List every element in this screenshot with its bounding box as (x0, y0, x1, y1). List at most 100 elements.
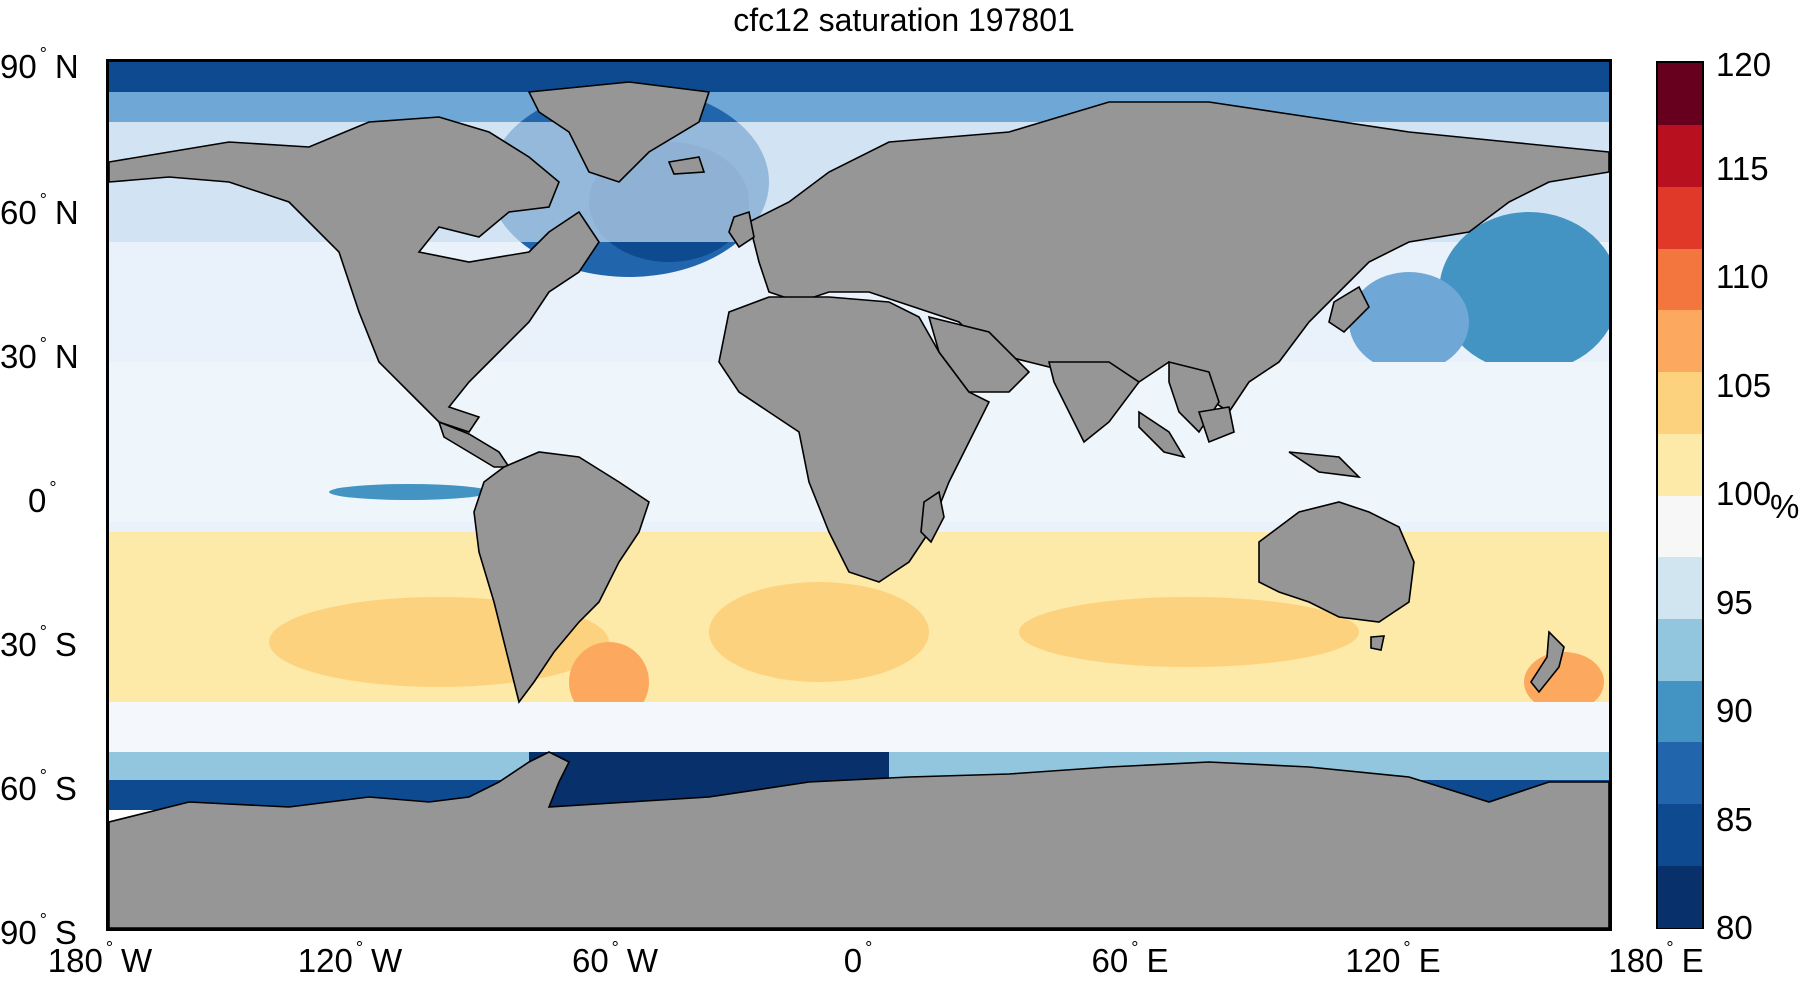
arctic-core (109, 62, 1609, 92)
colorbar-band (1658, 556, 1702, 620)
arabian-peninsula (927, 315, 1031, 393)
japan-sea-low (1349, 272, 1469, 372)
british-isles (728, 210, 755, 249)
colorbar-band (1658, 371, 1702, 434)
degree-symbol: ° (39, 44, 47, 64)
hemisphere-letter: W (626, 942, 659, 979)
colorbar-band (1658, 124, 1702, 188)
hemisphere-letter: W (371, 942, 403, 979)
latitude-value: 30 (0, 626, 37, 663)
longitude-value: 180 (1608, 942, 1664, 979)
hemisphere-letter: S (54, 914, 77, 951)
latitude-value: 0 (28, 482, 47, 519)
land-masses (109, 81, 1609, 928)
longitude-value: 120 (297, 942, 353, 979)
hemisphere-letter: S (54, 770, 77, 807)
colorbar-tick-label: 110 (1716, 258, 1769, 295)
degree-symbol: ° (611, 938, 619, 958)
colorbar-tick-label: 80 (1716, 909, 1753, 946)
tasmania (1370, 635, 1386, 651)
colorbar-tick-label: 90 (1716, 692, 1753, 729)
longitude-label: 60 ° W (571, 938, 659, 980)
colorbar-band (1658, 741, 1702, 805)
colorbar-band (1658, 433, 1702, 496)
hemisphere-letter: N (54, 48, 79, 85)
degree-symbol: ° (39, 622, 47, 642)
latitude-label: 60 ° N (0, 190, 79, 232)
degree-symbol: ° (39, 334, 47, 354)
longitude-value: 180 (47, 942, 103, 979)
hemisphere-letter: N (54, 194, 79, 231)
latitude-label: 90 ° S (0, 910, 77, 952)
hemisphere-letter: W (121, 942, 153, 979)
colorbar-tick-label: 95 (1716, 583, 1753, 621)
colorbar-band (1658, 680, 1702, 743)
colorbar-band (1658, 63, 1702, 126)
colorbar-band (1658, 865, 1702, 928)
hemisphere-letter: E (1146, 942, 1169, 979)
map-plot-area (106, 59, 1612, 931)
colorbar-band (1658, 618, 1702, 681)
colorbar-band (1658, 803, 1702, 866)
colorbar-tick-label: 115 (1716, 149, 1769, 187)
madagascar (920, 490, 945, 544)
longitude-label: 120 ° W (297, 938, 403, 980)
longitude-label: 60 ° E (1091, 938, 1169, 980)
longitude-value: 60 (571, 942, 609, 979)
degree-symbol: ° (355, 938, 364, 958)
longitude-value: 120 (1345, 942, 1401, 979)
colorbar (1656, 61, 1704, 929)
degree-symbol: ° (1666, 938, 1674, 958)
colorbar-tick-label: 85 (1716, 800, 1753, 838)
sumatra (1138, 410, 1186, 459)
colorbar-unit: % (1770, 488, 1800, 525)
degree-symbol: ° (1403, 938, 1411, 958)
map-title: cfc12 saturation 197801 (733, 2, 1075, 38)
world-map-svg (109, 62, 1609, 928)
colorbar-band (1658, 248, 1702, 311)
greenland (527, 81, 711, 183)
hemisphere-letter: E (1418, 942, 1441, 979)
north-america (109, 116, 600, 433)
latitude-label: 60 ° S (0, 766, 77, 808)
australia (1258, 501, 1415, 623)
hemisphere-letter: N (54, 338, 79, 375)
degree-symbol: ° (105, 938, 114, 958)
colorbar-band (1658, 186, 1702, 249)
latitude-value: 60 (0, 194, 37, 231)
borneo (1197, 406, 1235, 444)
iceland (667, 156, 706, 175)
colorbar-band (1658, 495, 1702, 558)
south-atlantic-high (709, 582, 929, 682)
latitude-label: 30 ° S (0, 622, 77, 664)
indian-subcontinent (1047, 361, 1141, 444)
colorbar-tick-label: 105 (1716, 366, 1772, 404)
hemisphere-letter: S (54, 626, 77, 663)
equatorial-pacific-low (329, 484, 489, 500)
central-america (437, 420, 511, 468)
hemisphere-letter: E (1681, 942, 1704, 979)
colorbar-band (1658, 309, 1702, 373)
colorbar-tick-label: 100 (1716, 475, 1772, 512)
south-indian-high (1019, 597, 1359, 667)
southern-ocean-band (109, 702, 1609, 757)
longitude-value: 0 (843, 942, 863, 979)
antarctica (109, 751, 1609, 928)
new-zealand (1530, 630, 1565, 694)
longitude-label: 180 ° E (1608, 938, 1704, 980)
latitude-label: 0 ° (28, 478, 65, 520)
northwest-pacific-low (1439, 212, 1609, 372)
latitude-label: 90 ° N (0, 44, 79, 86)
degree-symbol: ° (1131, 938, 1139, 958)
latitude-value: 60 (0, 770, 37, 807)
longitude-value: 60 (1091, 942, 1129, 979)
japan (1328, 285, 1370, 334)
new-guinea (1288, 451, 1362, 479)
longitude-label: 0 ° (843, 938, 881, 980)
eurasia (748, 101, 1609, 414)
longitude-label: 180 ° W (47, 938, 153, 980)
degree-symbol: ° (39, 766, 47, 786)
degree-symbol: ° (39, 190, 47, 210)
degree-symbol: ° (865, 938, 873, 958)
degree-symbol: ° (49, 478, 57, 498)
